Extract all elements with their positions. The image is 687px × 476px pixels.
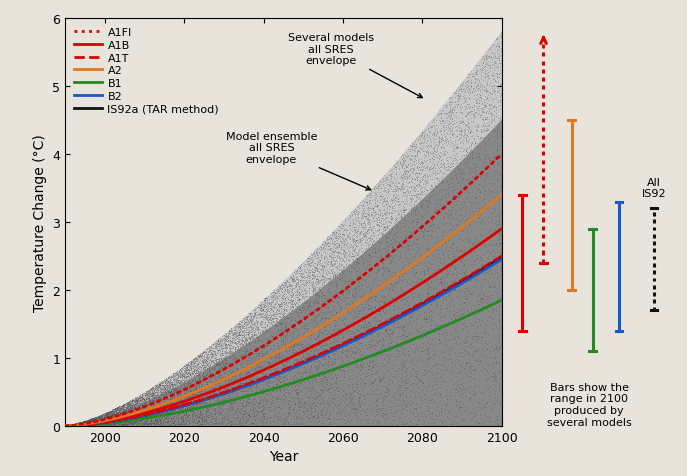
- Text: All
IS92: All IS92: [642, 177, 666, 199]
- Text: Bars show the
range in 2100
produced by
several models: Bars show the range in 2100 produced by …: [547, 382, 631, 426]
- Y-axis label: Temperature Change (°C): Temperature Change (°C): [33, 134, 47, 311]
- Text: Model ensemble
all SRES
envelope: Model ensemble all SRES envelope: [226, 131, 370, 190]
- Text: Several models
all SRES
envelope: Several models all SRES envelope: [288, 33, 423, 99]
- X-axis label: Year: Year: [269, 449, 298, 463]
- Legend: A1FI, A1B, A1T, A2, B1, B2, IS92a (TAR method): A1FI, A1B, A1T, A2, B1, B2, IS92a (TAR m…: [71, 25, 223, 118]
